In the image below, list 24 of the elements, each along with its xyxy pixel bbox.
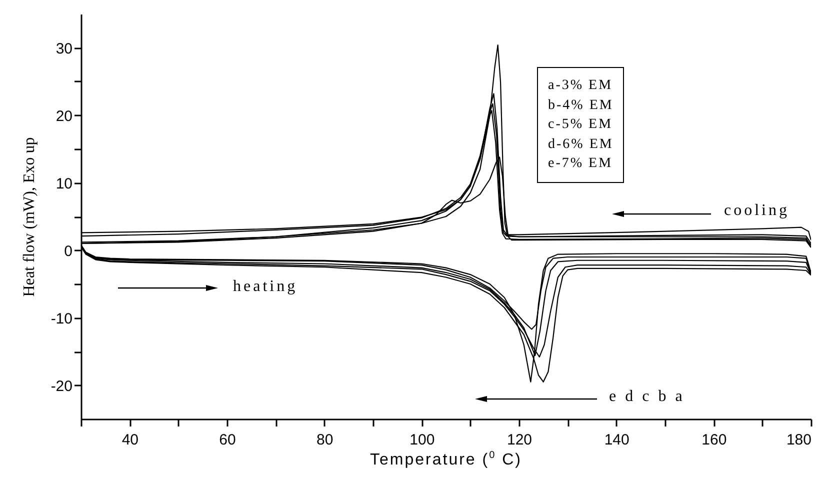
x-tick-label: 160 (702, 432, 727, 448)
y-tick-label: -10 (50, 310, 72, 328)
annotation: e d c b a (609, 388, 685, 405)
annotation: d-6% EM (548, 136, 614, 154)
x-tick-label: 100 (410, 432, 435, 448)
x-axis-title: Temperature ($^{0}$ C) (370, 450, 522, 470)
annotation: cooling (724, 202, 790, 219)
y-tick-label: 0 (64, 242, 72, 260)
annotation: heating (233, 278, 298, 295)
y-axis-title: Heat flow (mW), Exo up (20, 137, 38, 297)
y-tick-label: 20 (56, 108, 72, 125)
annotation: e-7% EM (548, 155, 614, 173)
x-tick-label: 80 (316, 432, 334, 448)
annotation: b-4% EM (548, 96, 614, 114)
y-tick-label: 10 (56, 175, 72, 192)
x-tick-label: 60 (219, 432, 236, 448)
y-tick-label: -20 (50, 378, 72, 395)
x-tick-label: 120 (506, 432, 532, 448)
x-tick-label: 180 (786, 432, 812, 448)
x-tick-label: 40 (122, 432, 139, 448)
annotation: c-5% EM (548, 116, 614, 134)
y-tick-label: 30 (56, 40, 72, 58)
x-tick-label: 140 (604, 432, 630, 448)
annotation: a-3% EM (548, 77, 614, 95)
